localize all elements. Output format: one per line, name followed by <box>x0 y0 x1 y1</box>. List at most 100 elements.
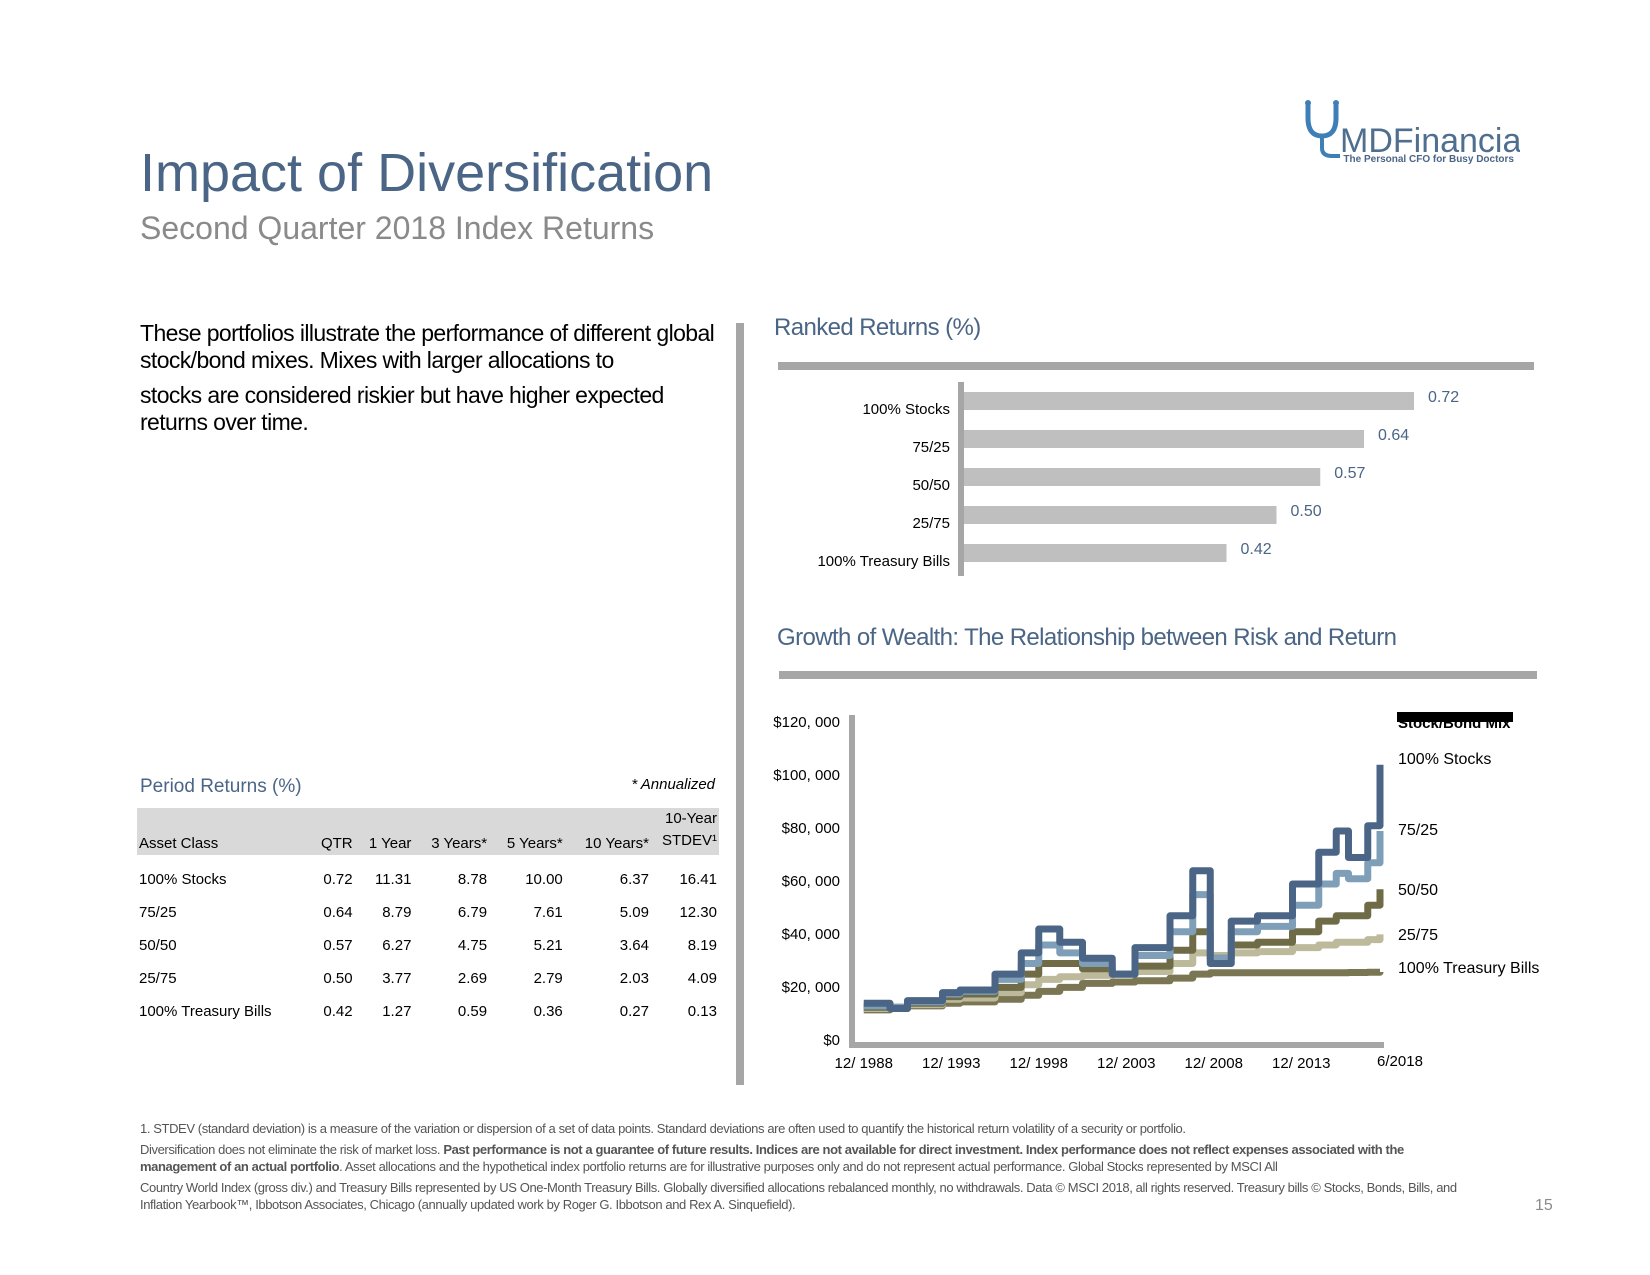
stethoscope-icon <box>1305 100 1340 158</box>
bar-value-label: 0.42 <box>1241 541 1272 558</box>
table-cell: 25/75 <box>139 970 177 987</box>
table-cell: 1.27 <box>382 1003 412 1020</box>
table-cell: 0.36 <box>533 1003 563 1020</box>
table-row: 25/75 0.50 3.77 2.69 2.79 2.03 4.09 <box>137 962 719 995</box>
page-number: 15 <box>1535 1197 1553 1214</box>
x-tick-label: 12/ 1993 <box>922 1055 980 1072</box>
annualized-note: * Annualized <box>631 776 715 793</box>
table-cell: 0.42 <box>323 1003 353 1020</box>
y-tick-label: $80, 000 <box>782 820 840 837</box>
table-cell: 10.00 <box>525 871 563 888</box>
table-row: 75/25 0.64 8.79 6.79 7.61 5.09 12.30 <box>137 896 719 929</box>
col-header-3-years: 3 Years* <box>413 808 490 855</box>
bar-2 <box>964 468 1321 486</box>
x-tick-label: 6/2018 <box>1377 1053 1423 1070</box>
table-cell: 3.77 <box>382 970 412 987</box>
footnote-line-1: 1. STDEV (standard deviation) is a measu… <box>140 1121 1186 1136</box>
intro-text: These portfolios illustrate the performa… <box>140 320 720 444</box>
ranked-returns-rule <box>778 362 1534 370</box>
table-cell: 3.64 <box>619 937 649 954</box>
bar-category-label: 100% Treasury Bills <box>817 553 950 570</box>
table-cell: 7.61 <box>533 904 563 921</box>
table-cell: 2.69 <box>457 970 488 987</box>
y-tick-label: $60, 000 <box>782 873 840 890</box>
table-cell: 6.27 <box>382 937 412 954</box>
bar-4 <box>964 544 1227 562</box>
table-cell: 8.78 <box>457 871 488 888</box>
table-cell: 0.72 <box>323 871 353 888</box>
table-cell: 4.09 <box>687 970 717 987</box>
y-tick-label: $0 <box>823 1032 840 1049</box>
bar-1 <box>964 430 1364 448</box>
growth-of-wealth-chart: $0 $20, 000 $40, 000 $60, 000 $80, 000 $100, … <box>773 712 1539 1072</box>
table-cell: 4.75 <box>457 937 488 954</box>
growth-of-wealth-rule <box>779 671 1537 679</box>
legend-entry: 100% Treasury Bills <box>1398 960 1539 977</box>
x-tick-label: 12/ 2008 <box>1185 1055 1243 1072</box>
y-tick-label: $40, 000 <box>782 926 840 943</box>
table-cell: 0.57 <box>323 937 353 954</box>
footnote-paragraph-2: Diversification does not eliminate the r… <box>140 1141 1470 1175</box>
x-tick-label: 12/ 1988 <box>835 1055 893 1072</box>
y-tick-label: $100, 000 <box>773 767 840 784</box>
table-cell: 5.21 <box>533 937 563 954</box>
logo-brand-text: MDFinancial <box>1340 122 1520 160</box>
table-cell: 8.19 <box>687 937 717 954</box>
bar-category-label: 100% Stocks <box>862 401 950 418</box>
ranked-returns-chart: 100% Stocks 0.72 75/25 0.64 50/50 0.57 25/75 0.… <box>817 382 1459 576</box>
legend-entry: 100% Stocks <box>1398 751 1491 768</box>
series-line-0 <box>863 764 1384 1013</box>
table-cell: 6.79 <box>457 904 488 921</box>
col-header-qtr: QTR <box>309 808 355 855</box>
bar-value-label: 0.50 <box>1291 503 1322 520</box>
growth-of-wealth-title: Growth of Wealth: The Relationship betwe… <box>777 624 1397 651</box>
col-header-10-years: 10 Years* <box>564 808 651 855</box>
bar-category-label: 25/75 <box>912 515 950 532</box>
bar-category-label: 75/25 <box>912 439 950 456</box>
x-axis-line <box>849 1042 1384 1048</box>
table-row: 50/50 0.57 6.27 4.75 5.21 3.64 8.19 <box>137 929 719 962</box>
bar-axis-line <box>958 382 964 576</box>
table-cell: 0.50 <box>323 970 353 987</box>
period-returns-title: Period Returns (%) <box>140 776 302 797</box>
table-cell: 0.13 <box>687 1003 717 1020</box>
table-cell: 100% Treasury Bills <box>139 1003 272 1020</box>
company-logo: MDFinancial The Personal CFO for Busy Do… <box>1305 100 1520 165</box>
footnote-p2-start: Diversification does not eliminate the r… <box>140 1142 441 1157</box>
y-axis-line <box>849 715 855 1046</box>
x-tick-label: 12/ 1998 <box>1010 1055 1068 1072</box>
table-cell: 8.79 <box>382 904 412 921</box>
bar-3 <box>964 506 1277 524</box>
col-header-asset-class: Asset Class <box>137 808 310 855</box>
y-tick-label: $20, 000 <box>782 979 840 996</box>
x-tick-label: 12/ 2013 <box>1272 1055 1330 1072</box>
table-cell: 2.79 <box>533 970 563 987</box>
table-cell: 16.41 <box>679 871 717 888</box>
legend-entry: 50/50 <box>1398 882 1438 899</box>
col-header-1-year: 1 Year <box>354 808 414 855</box>
table-cell: 12.30 <box>679 904 717 921</box>
table-cell: 2.03 <box>619 970 649 987</box>
x-tick-label: 12/ 2003 <box>1097 1055 1155 1072</box>
table-cell: 6.37 <box>619 871 649 888</box>
table-cell: 0.59 <box>457 1003 488 1020</box>
table-cell: 50/50 <box>139 937 177 954</box>
footnote: 1. STDEV (standard deviation) is a measu… <box>140 1120 1470 1217</box>
period-returns-table: Asset Class QTR 1 Year 3 Years* 5 Years*… <box>137 808 719 1028</box>
intro-line-1: These portfolios illustrate the performa… <box>140 320 715 373</box>
page-subtitle: Second Quarter 2018 Index Returns <box>140 210 655 246</box>
bar-value-label: 0.57 <box>1334 465 1365 482</box>
y-tick-label: $120, 000 <box>773 714 840 731</box>
legend-title-bar <box>1397 712 1513 722</box>
table-row: 100% Stocks 0.72 11.31 8.78 10.00 6.37 1… <box>137 855 719 896</box>
page-title: Impact of Diversification <box>140 143 714 203</box>
table-cell: 5.09 <box>619 904 649 921</box>
ranked-returns-title: Ranked Returns (%) <box>774 314 981 341</box>
bar-0 <box>964 392 1414 410</box>
logo-tagline-text: The Personal CFO for Busy Doctors <box>1343 154 1514 165</box>
col-header-stdev: 10-Year STDEV¹ <box>651 808 719 855</box>
table-cell: 100% Stocks <box>139 871 227 888</box>
bar-value-label: 0.72 <box>1428 389 1459 406</box>
col-header-5-years: 5 Years* <box>489 808 565 855</box>
intro-line-2: stocks are considered riskier but have h… <box>140 382 664 435</box>
